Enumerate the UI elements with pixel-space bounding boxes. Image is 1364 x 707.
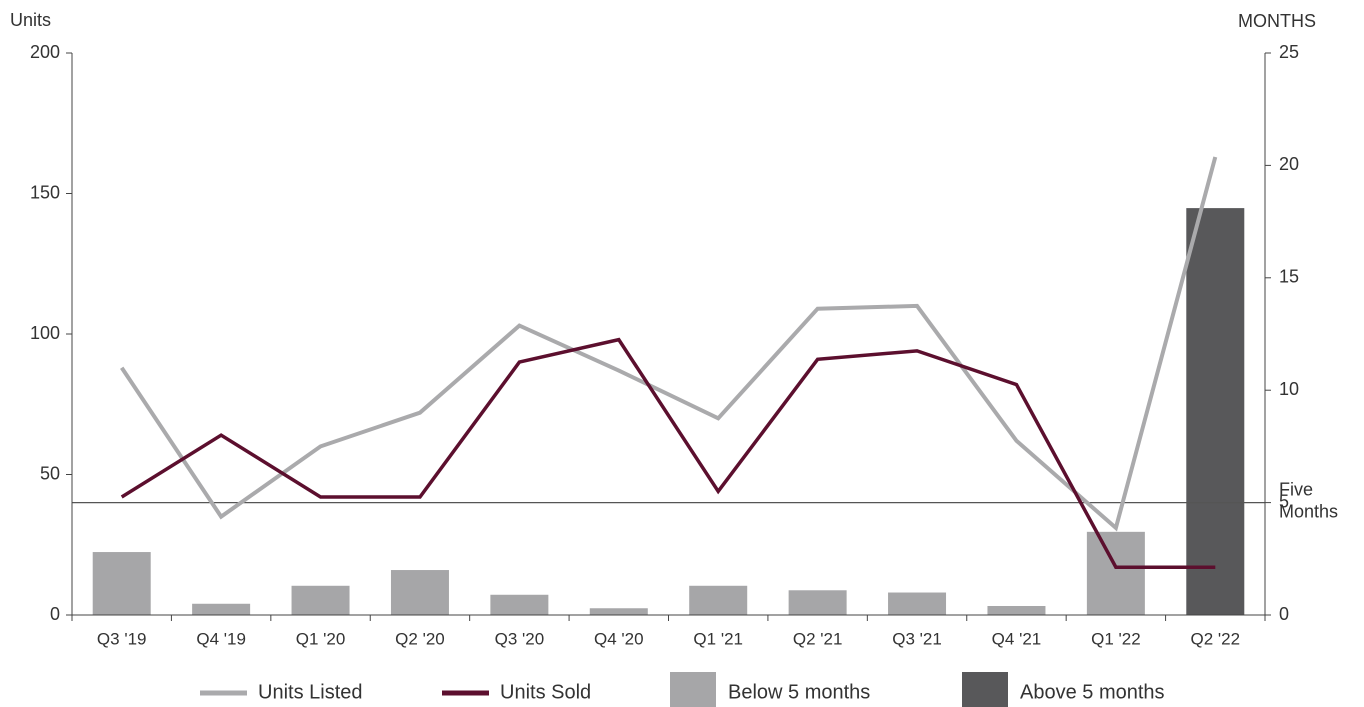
x-tick-label: Q2 '21: [793, 629, 843, 648]
bar: [987, 606, 1046, 615]
x-tick-label: Q1 '20: [296, 629, 346, 648]
reference-label: Five Months: [1279, 479, 1338, 521]
bar: [1186, 208, 1245, 615]
x-tick-label: Q4 '19: [196, 629, 246, 648]
y2-tick-label: 5: [1279, 491, 1289, 511]
y-tick-label: 150: [30, 182, 60, 202]
bar: [788, 590, 847, 615]
bar: [1086, 531, 1145, 615]
y2-tick-label: 10: [1279, 379, 1299, 399]
bar: [689, 585, 748, 615]
x-tick-label: Q1 '22: [1091, 629, 1141, 648]
x-tick-label: Q4 '21: [992, 629, 1042, 648]
y2-tick-label: 20: [1279, 154, 1299, 174]
y2-tick-label: 25: [1279, 42, 1299, 62]
y2-axis-label: MONTHS: [1238, 11, 1316, 31]
legend-label: Below 5 months: [728, 681, 870, 703]
bar: [490, 594, 549, 615]
y-tick-label: 0: [50, 604, 60, 624]
x-tick-label: Q2 '22: [1191, 629, 1241, 648]
reference-label-line: Five: [1279, 479, 1313, 499]
x-tick-label: Q3 '20: [495, 629, 545, 648]
y-tick-label: 200: [30, 42, 60, 62]
bar: [888, 592, 947, 615]
y-tick-label: 50: [40, 463, 60, 483]
legend-label: Units Sold: [500, 681, 591, 703]
reference-label-line: Months: [1279, 501, 1338, 521]
bar: [192, 603, 251, 615]
legend-label: Above 5 months: [1020, 681, 1165, 703]
legend-label: Units Listed: [258, 681, 363, 703]
line-series: [120, 156, 1218, 532]
y2-tick-label: 0: [1279, 604, 1289, 624]
line-series: [120, 337, 1216, 569]
legend-swatch: [962, 672, 1008, 707]
bar: [92, 552, 151, 615]
bar: [589, 608, 648, 615]
x-tick-label: Q3 '19: [97, 629, 147, 648]
bar: [390, 570, 449, 615]
x-tick-label: Q4 '20: [594, 629, 644, 648]
x-tick-label: Q2 '20: [395, 629, 445, 648]
y-tick-label: 100: [30, 323, 60, 343]
x-tick-label: Q1 '21: [693, 629, 743, 648]
bar: [291, 585, 350, 615]
y2-tick-label: 15: [1279, 267, 1299, 287]
x-tick-label: Q3 '21: [892, 629, 942, 648]
legend-swatch: [670, 672, 716, 707]
y-axis-label: Units: [10, 10, 51, 30]
